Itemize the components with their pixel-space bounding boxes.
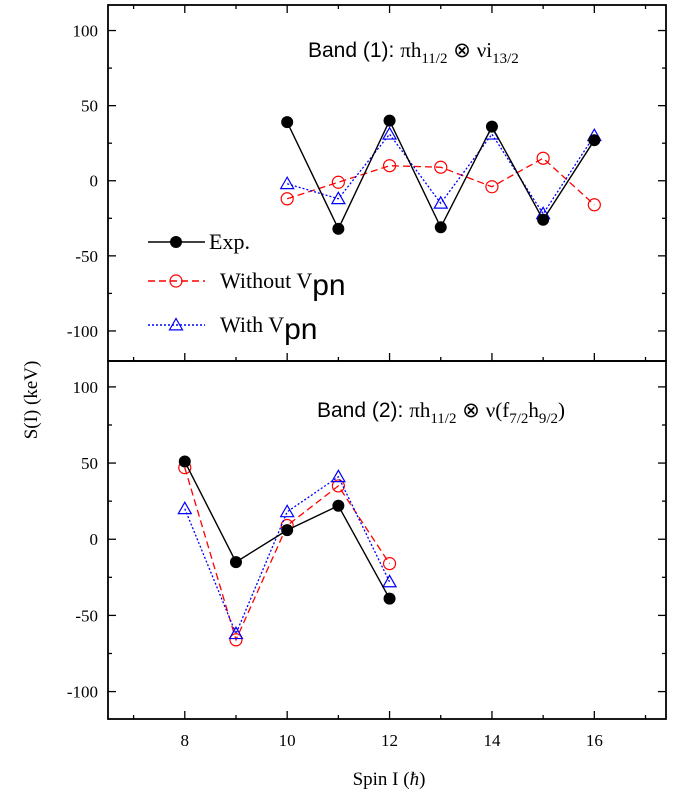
legend-label-subscript: pn [284, 313, 317, 346]
band-title-config: ν(f [486, 398, 509, 422]
x-axis-title-suffix: ) [419, 769, 425, 790]
series-with [177, 469, 398, 640]
data-point-with [228, 625, 244, 640]
y-tick-label: 50 [81, 97, 98, 116]
data-point-exp [332, 222, 345, 235]
data-point-exp [434, 221, 447, 234]
y-tick-label: 0 [90, 172, 99, 191]
series-line-with [286, 133, 595, 215]
panel-frame [107, 360, 667, 720]
legend-label-main: Exp. [209, 229, 250, 254]
y-tick-label: -100 [67, 322, 98, 341]
data-point-without [331, 479, 345, 493]
band-title-label: Band (1): [308, 39, 400, 62]
data-point-exp [588, 134, 601, 147]
y-tick-label: 50 [81, 454, 98, 473]
data-point-exp [178, 455, 191, 468]
data-point-exp [383, 592, 396, 605]
band-title-config: h [528, 398, 539, 422]
hbar-symbol: ħ [410, 769, 420, 790]
band-title-subscript: 13/2 [492, 51, 519, 67]
legend-entry-without: Without Vpn [148, 268, 346, 302]
data-point-without [280, 192, 294, 206]
legend-label-main: With V [220, 312, 284, 337]
series-line-exp [286, 119, 595, 231]
band-title-otimes: ⊗ [447, 39, 476, 62]
data-point-without [587, 198, 601, 212]
data-point-with [177, 501, 193, 515]
legend-label: Exp. [209, 229, 250, 254]
series-without [178, 461, 397, 647]
x-tick-label: 8 [181, 731, 190, 750]
y-axis-title: S(I) (keV) [21, 361, 42, 440]
legend-entry-with: With Vpn [148, 312, 317, 346]
x-tick-label: 16 [586, 731, 603, 750]
data-point-exp [281, 524, 294, 537]
data-point-exp [281, 116, 294, 129]
band-title-subscript: 11/2 [430, 411, 456, 427]
data-point-with [382, 574, 398, 588]
x-tick-label: 14 [483, 731, 501, 750]
data-point-exp [229, 556, 242, 569]
band-title-config: πh [400, 38, 422, 62]
band-title-label: Band (2): [317, 399, 409, 422]
x-axis-title: Spin I (ħ) [353, 769, 426, 790]
band-title-subscript: 7/2 [509, 411, 528, 427]
band-title-subscript: 11/2 [421, 51, 447, 67]
data-point-without [382, 159, 397, 173]
band-title-otimes: ⊗ [456, 399, 485, 422]
series-line-without [184, 467, 391, 642]
data-point-exp [332, 499, 345, 512]
y-tick-label: 100 [73, 378, 99, 397]
x-tick-label: 10 [279, 731, 296, 750]
legend-label: Without Vpn [220, 268, 346, 302]
band-title-config: ) [558, 398, 565, 422]
data-point-exp [485, 120, 498, 133]
legend-marker [168, 317, 184, 331]
legend-label-subscript: pn [312, 269, 345, 302]
data-point-exp [537, 213, 550, 226]
y-tick-label: -50 [75, 247, 98, 266]
series-exp [281, 114, 601, 235]
data-point-without [434, 160, 448, 174]
x-axis-title-prefix: Spin I ( [353, 769, 410, 790]
series-without [280, 151, 601, 212]
series-line-without [286, 157, 595, 206]
y-tick-label: 100 [73, 22, 99, 41]
series-line-with [184, 475, 391, 636]
y-tick-label: -100 [67, 683, 98, 702]
y-tick-label: -50 [75, 606, 98, 625]
data-point-with [330, 469, 346, 483]
legend-marker [170, 236, 182, 248]
data-point-with [279, 176, 295, 190]
data-point-with [279, 504, 295, 518]
series-exp [178, 455, 396, 605]
data-point-with [382, 126, 398, 140]
legend-marker [169, 274, 183, 288]
panel-1: -100 -50 0 50 100 Band (1): πh11/2 ⊗ νi13/2 [67, 4, 667, 362]
x-tick-label: 12 [381, 731, 398, 750]
band-title-config: νi [477, 38, 492, 62]
data-point-without [331, 175, 345, 189]
data-point-with [433, 195, 449, 209]
band-title-config: πh [409, 398, 431, 422]
legend-label: With Vpn [220, 312, 317, 346]
band-title: Band (2): πh11/2 ⊗ ν(f7/2h9/2) [317, 398, 565, 427]
data-point-with [330, 191, 346, 205]
legend-label-main: Without V [220, 268, 312, 293]
y-tick-label: 0 [90, 530, 99, 549]
data-point-without [382, 557, 397, 571]
data-point-exp [383, 114, 396, 127]
data-point-without [536, 151, 550, 165]
panel-2: -100 -50 0 50 100 8 10 12 14 16 Band (2): πh11/2 ⊗… [67, 360, 667, 750]
band-title: Band (1): πh11/2 ⊗ νi13/2 [308, 38, 519, 67]
data-point-without [229, 633, 243, 647]
data-point-without [485, 180, 499, 194]
legend-entry-exp: Exp. [148, 229, 250, 254]
band-title-subscript: 9/2 [539, 411, 558, 427]
